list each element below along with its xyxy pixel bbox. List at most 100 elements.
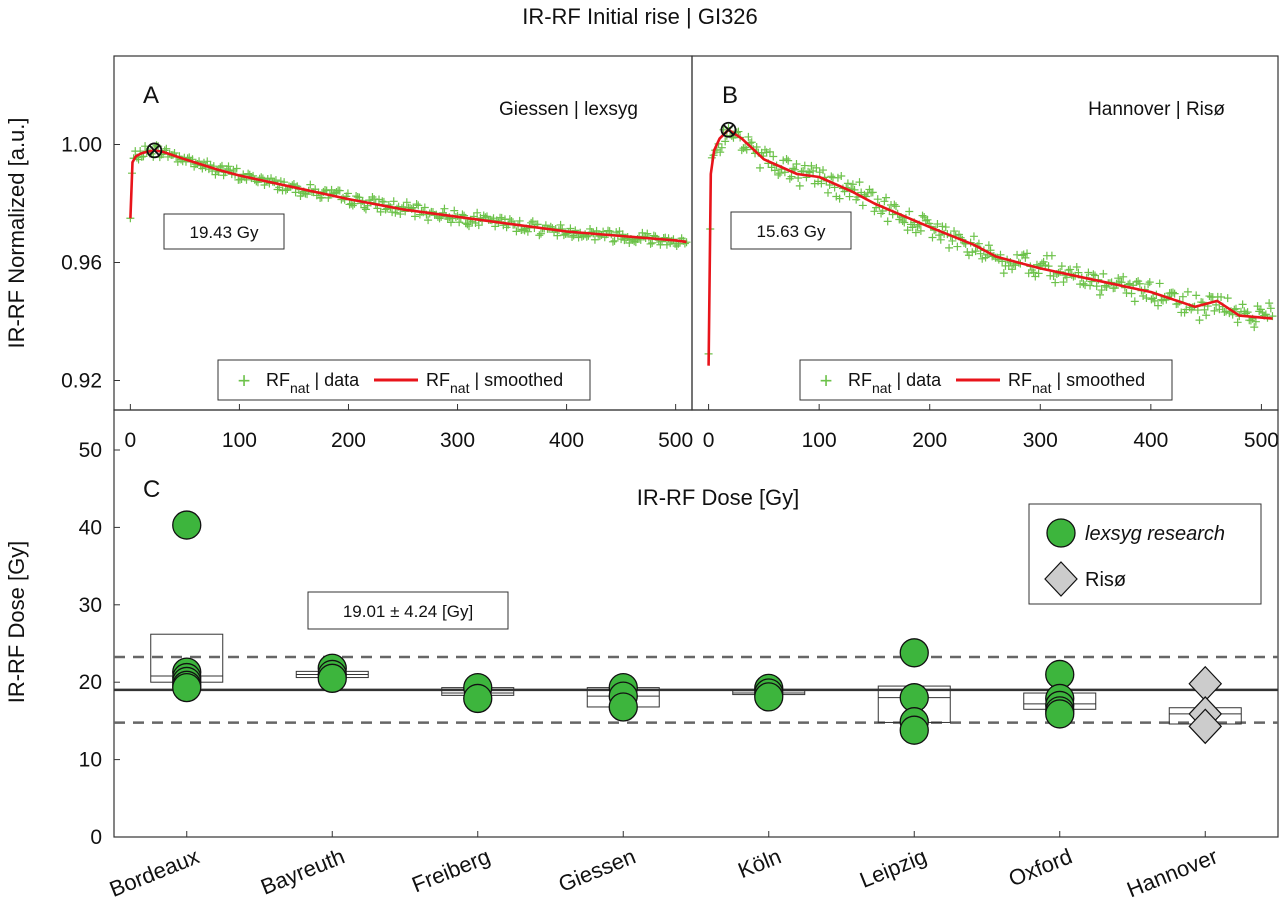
panel-b-peak-marker: [720, 121, 737, 138]
data-point: [273, 185, 282, 194]
data-point: [716, 148, 725, 157]
data-point: [1037, 259, 1046, 268]
data-point: [833, 173, 842, 182]
panel-a-peak-marker: [146, 142, 163, 159]
data-point: [1145, 278, 1154, 287]
data-point: [1089, 270, 1098, 279]
data-point: [855, 178, 864, 187]
data-point: [335, 186, 344, 195]
data-point: [752, 143, 761, 152]
data-point: [891, 202, 900, 211]
data-point: [638, 228, 647, 237]
panel-b-dose-box: [730, 211, 852, 250]
panel-c-summary-box: [307, 591, 509, 630]
data-point: [1041, 261, 1050, 270]
panel-c-y-ticks: 0 10 20 30 40 50: [79, 439, 120, 849]
data-point: [1135, 279, 1144, 288]
data-point: [916, 226, 925, 235]
data-point: [1091, 271, 1100, 280]
data-point: [775, 169, 784, 178]
data-point: [1097, 286, 1106, 295]
y-tick-label: 0.92: [61, 370, 102, 393]
peak-marker-cross: [722, 124, 735, 136]
panel-c: 0 10 20 30 40 50 Bordeaux Bayreuth Freiberg Gies…: [4, 409, 1279, 902]
data-point: [1099, 269, 1108, 278]
lexsyg-point: [754, 682, 784, 712]
data-point: [835, 194, 844, 203]
data-point: [1047, 251, 1056, 260]
panel-b-smoothed-line: [707, 128, 1273, 366]
data-point: [1238, 300, 1247, 309]
y-tick-label: 0.96: [61, 252, 102, 275]
data-point: [721, 137, 730, 146]
data-point: [1059, 278, 1068, 287]
data-point: [464, 222, 473, 231]
data-point: [391, 208, 400, 217]
panel-b: 0 100 200 300 400 500 B Hannover | Risø 15.63…: [691, 55, 1279, 452]
riso-point: [1188, 665, 1223, 702]
data-point: [536, 229, 545, 238]
data-point: [935, 231, 944, 240]
data-point: [360, 203, 369, 212]
data-point: [890, 200, 899, 209]
data-point: [435, 214, 444, 223]
data-point: [260, 180, 269, 189]
data-point: [784, 156, 793, 165]
panel-b-x-ticks: 0 100 200 300 400 500: [703, 404, 1279, 452]
x-tick-label: 0: [125, 429, 137, 452]
data-point: [1250, 323, 1259, 332]
data-point: [903, 226, 912, 235]
data-point: [807, 161, 816, 170]
data-point: [455, 218, 464, 227]
data-point: [1168, 288, 1177, 297]
peak-marker-circle: [720, 121, 737, 138]
data-point: [535, 231, 544, 240]
data-point: [1084, 268, 1093, 277]
data-point: [1095, 290, 1104, 299]
data-point: [352, 192, 361, 201]
data-point: [267, 174, 276, 183]
lexsyg-point: [899, 638, 929, 668]
category-label: Giessen: [555, 843, 639, 896]
panel-b-letter: B: [722, 82, 738, 109]
peak-marker-circle: [146, 142, 163, 159]
data-point: [1130, 297, 1139, 306]
data-point: [858, 201, 867, 210]
panel-a-smoothed-line: [129, 149, 687, 244]
data-point: [281, 186, 290, 195]
data-point: [1255, 307, 1264, 316]
data-point: [1150, 296, 1159, 305]
lexsyg-point: [317, 663, 347, 693]
data-point: [971, 247, 980, 256]
data-point: [1079, 279, 1088, 288]
panel-c-boxplots: [150, 633, 1242, 725]
data-point: [1159, 296, 1168, 305]
data-point: [306, 180, 315, 189]
data-point: [969, 232, 978, 241]
data-point: [482, 212, 491, 221]
panel-a-dose-text: 19.43 Gy: [190, 223, 259, 242]
data-point: [574, 233, 583, 242]
lexsyg-point: [172, 672, 202, 703]
data-point: [908, 223, 917, 232]
lexsyg-point: [463, 683, 493, 714]
panel-c-letter: C: [143, 476, 160, 503]
data-point: [505, 215, 514, 224]
data-point: [375, 195, 384, 204]
category-label: Bordeaux: [106, 843, 203, 901]
data-point: [1183, 287, 1192, 296]
data-point: [1072, 263, 1081, 272]
panel-b-legend: + RFnat | data RFnat | smoothed: [799, 359, 1173, 401]
data-point: [1044, 262, 1053, 271]
panel-a-label: Giessen | lexsyg: [499, 99, 638, 120]
data-point: [396, 210, 405, 219]
data-point: [523, 227, 532, 236]
panel-c-frame: [113, 409, 1279, 838]
data-point: [870, 207, 879, 216]
data-point: [1154, 301, 1163, 310]
x-tick-label: 100: [802, 429, 837, 452]
data-point: [770, 166, 779, 175]
data-point: [950, 227, 959, 236]
data-point: [643, 229, 652, 238]
data-point: [941, 223, 950, 232]
